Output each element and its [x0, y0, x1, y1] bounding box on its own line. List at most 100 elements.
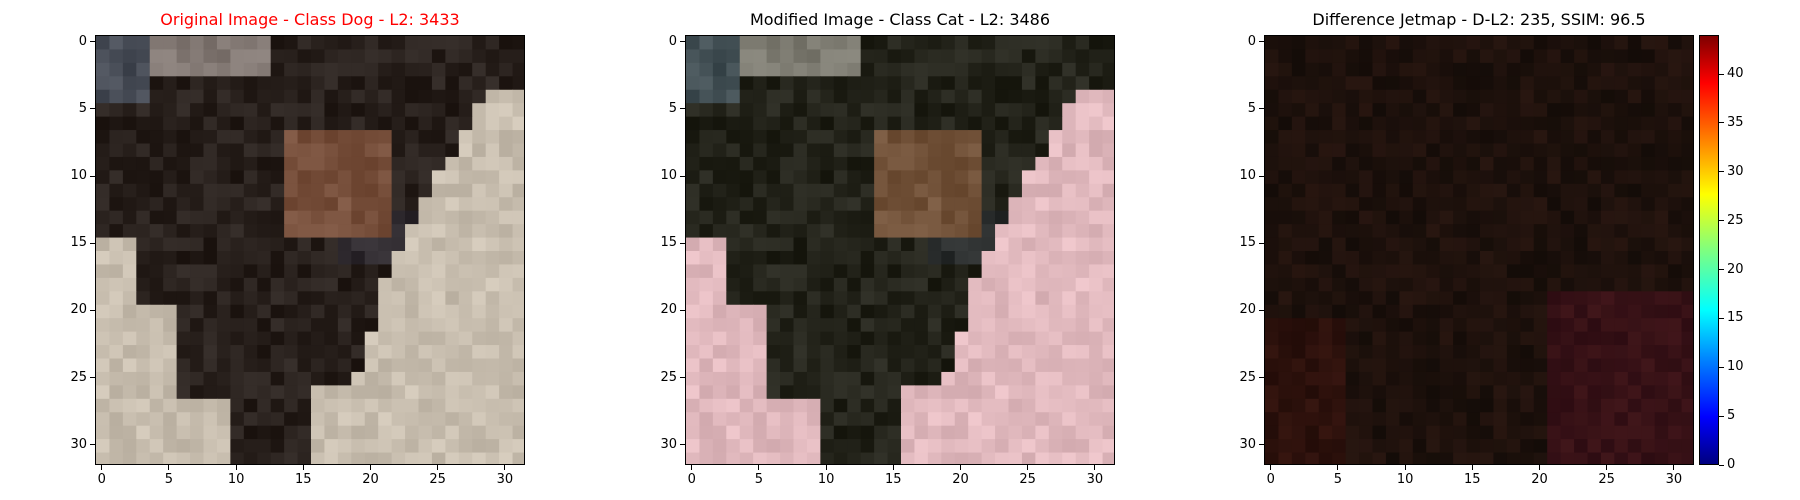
- pixel: [780, 345, 794, 359]
- pixel: [311, 76, 325, 91]
- pixel: [1075, 412, 1090, 427]
- pixel: [887, 318, 902, 333]
- pixel: [753, 345, 768, 359]
- x-tick-label: 10: [1396, 472, 1414, 487]
- pixel: [1668, 318, 1683, 333]
- pixel: [820, 130, 835, 144]
- pixel: [753, 130, 768, 144]
- pixel: [297, 398, 312, 413]
- pixel: [686, 412, 700, 427]
- pixel: [216, 183, 231, 198]
- pixel: [686, 210, 700, 225]
- pixel: [1520, 251, 1535, 265]
- pixel: [445, 371, 460, 386]
- pixel: [1278, 251, 1293, 265]
- pixel: [1089, 318, 1104, 333]
- pixel: [1587, 130, 1602, 144]
- pixel: [1359, 358, 1373, 373]
- pixel: [712, 197, 727, 212]
- pixel: [230, 371, 245, 386]
- pixel: [485, 277, 500, 292]
- pixel: [833, 331, 848, 346]
- pixel: [941, 183, 956, 198]
- pixel: [1102, 398, 1114, 413]
- pixel: [1062, 345, 1077, 359]
- pixel: [1439, 183, 1454, 198]
- pixel: [1021, 143, 1036, 158]
- pixel: [739, 76, 754, 91]
- pixel: [941, 224, 956, 239]
- pixel: [337, 439, 352, 454]
- pixel: [472, 277, 487, 292]
- pixel: [1466, 331, 1481, 346]
- pixel: [216, 237, 231, 252]
- pixel: [1332, 345, 1347, 359]
- pixel: [1021, 103, 1036, 118]
- pixel: [766, 412, 781, 427]
- pixel: [1291, 291, 1306, 306]
- pixel-grid: [1265, 36, 1693, 464]
- x-tick: [1673, 465, 1675, 470]
- pixel: [914, 156, 929, 171]
- pixel: [1345, 170, 1360, 185]
- pixel: [1265, 304, 1279, 319]
- pixel: [284, 331, 299, 346]
- pixel: [1305, 197, 1320, 212]
- pixel: [1385, 237, 1400, 252]
- pixel: [1614, 170, 1629, 185]
- pixel: [1318, 385, 1333, 400]
- pixel: [1587, 89, 1602, 104]
- pixel: [1453, 76, 1468, 91]
- pixel: [1614, 156, 1629, 171]
- pixel: [472, 36, 487, 50]
- pixel: [995, 425, 1009, 440]
- pixel: [1048, 251, 1063, 265]
- pixel: [445, 36, 460, 50]
- pixel: [1506, 36, 1521, 50]
- pixel: [1439, 251, 1454, 265]
- pixel: [1265, 318, 1279, 333]
- pixel: [1614, 251, 1629, 265]
- pixel: [954, 103, 969, 118]
- pixel: [1506, 251, 1521, 265]
- pixel: [96, 89, 110, 104]
- pixel: [1385, 143, 1400, 158]
- pixel: [753, 62, 768, 77]
- pixel: [927, 318, 942, 333]
- pixel: [1265, 277, 1279, 292]
- pixel: [243, 156, 258, 171]
- pixel: [351, 170, 366, 185]
- pixel: [860, 197, 875, 212]
- pixel: [1412, 210, 1427, 225]
- pixel: [1102, 358, 1114, 373]
- pixel: [1560, 36, 1575, 50]
- pixel: [699, 116, 714, 131]
- pixel: [699, 425, 714, 440]
- pixel: [1332, 358, 1347, 373]
- pixel: [1265, 62, 1279, 77]
- pixel: [901, 116, 915, 131]
- pixel: [472, 130, 487, 144]
- pixel: [311, 183, 325, 198]
- pixel: [874, 156, 889, 171]
- pixel: [1600, 197, 1615, 212]
- pixel: [109, 237, 124, 252]
- pixel: [1318, 439, 1333, 454]
- pixel: [1627, 331, 1642, 346]
- pixel: [1654, 36, 1669, 50]
- pixel: [109, 304, 124, 319]
- pixel: [1560, 116, 1575, 131]
- pixel: [833, 89, 848, 104]
- pixel: [1062, 210, 1077, 225]
- pixel: [1089, 425, 1104, 440]
- pixel: [1359, 439, 1373, 454]
- pixel: [1359, 412, 1373, 427]
- pixel: [753, 76, 768, 91]
- pixel: [203, 371, 218, 386]
- pixel: [1614, 291, 1629, 306]
- pixel: [136, 264, 151, 279]
- pixel: [1614, 197, 1629, 212]
- pixel: [1278, 183, 1293, 198]
- pixel: [1574, 331, 1588, 346]
- pixel: [149, 371, 164, 386]
